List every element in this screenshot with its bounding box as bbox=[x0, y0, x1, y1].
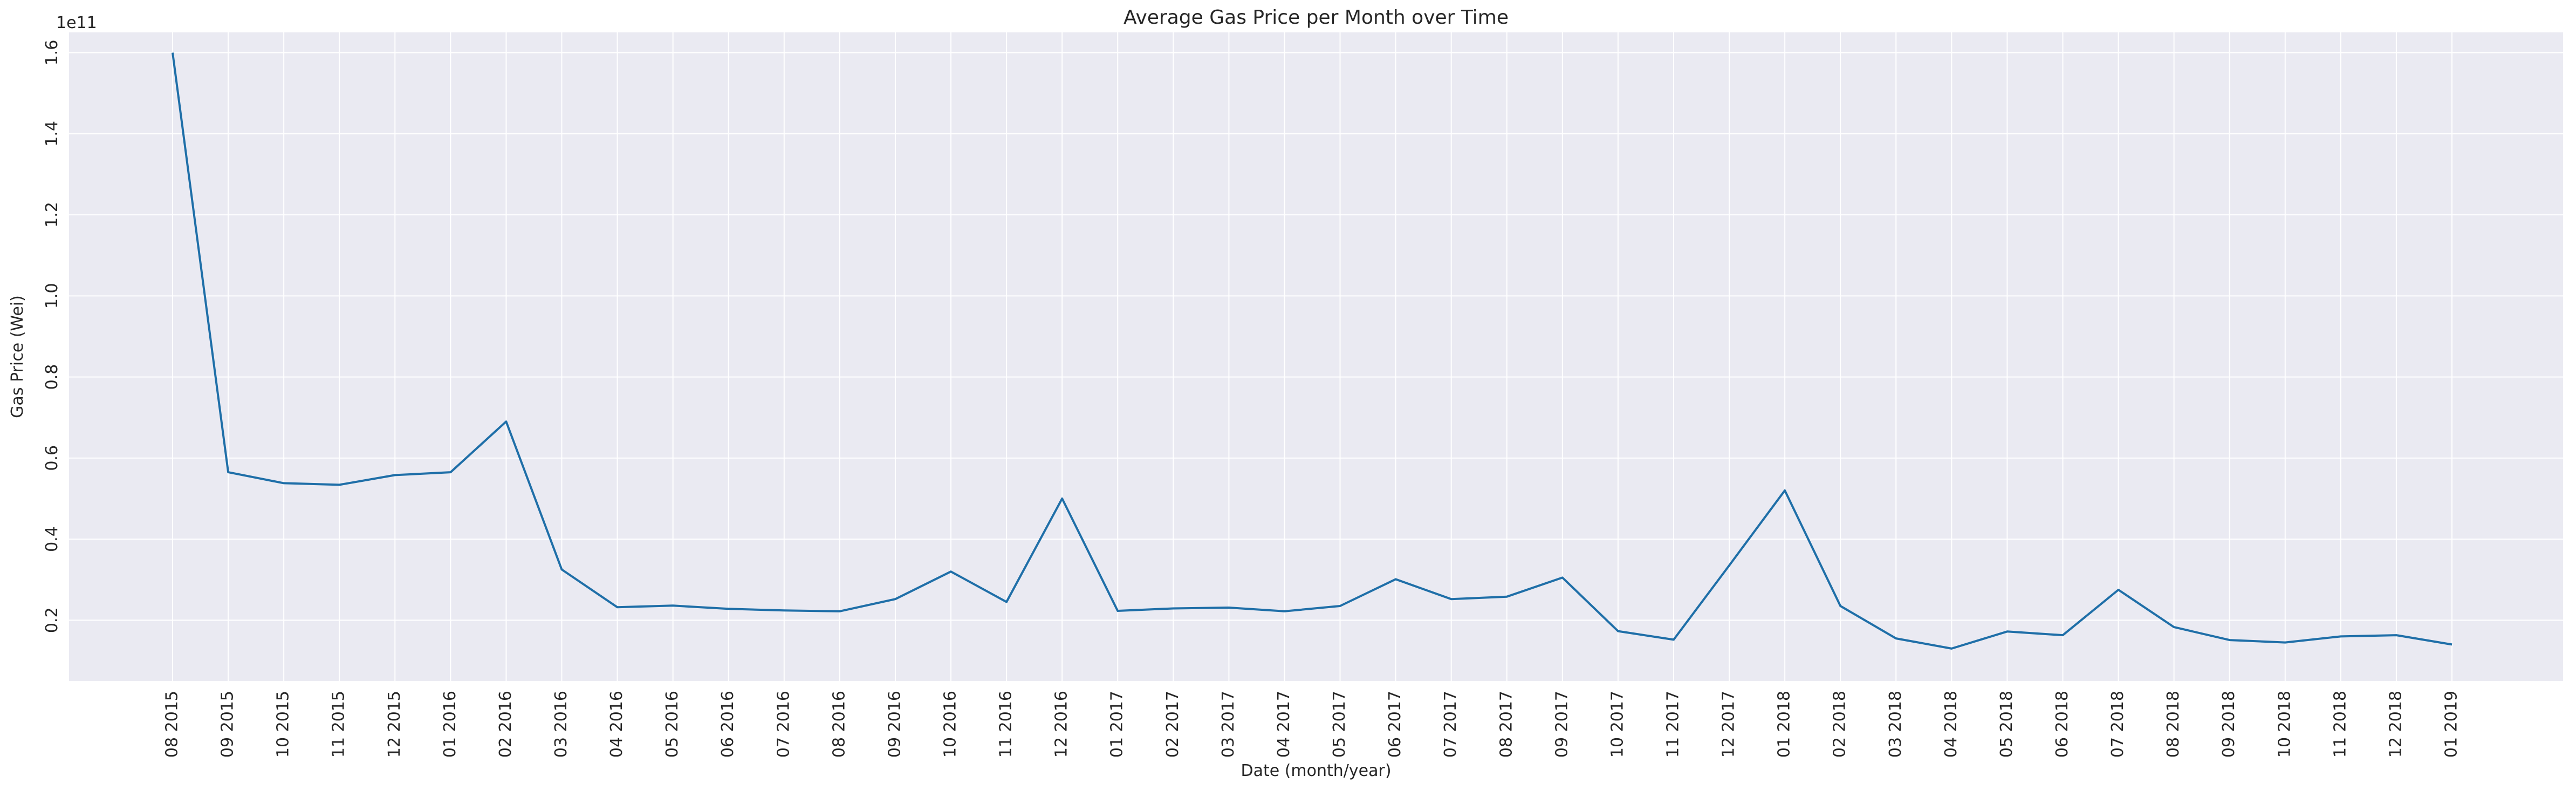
x-tick-label: 05 2016 bbox=[663, 691, 682, 758]
x-tick-label: 07 2018 bbox=[2108, 691, 2127, 758]
x-axis-label: Date (month/year) bbox=[1241, 761, 1391, 780]
x-tick-label: 10 2018 bbox=[2275, 691, 2294, 758]
x-tick-label: 01 2019 bbox=[2442, 691, 2461, 758]
vertical-gridlines bbox=[172, 32, 2452, 681]
x-tick-label: 06 2017 bbox=[1386, 691, 1405, 758]
x-tick-label: 09 2016 bbox=[885, 691, 904, 758]
y-tick-labels: 0.2 0.4 0.6 0.8 1.0 1.2 1.4 1.6 bbox=[43, 40, 61, 633]
x-tick-labels: 08 2015 09 2015 10 2015 11 2015 12 2015 01 20… bbox=[163, 691, 2461, 758]
x-tick-label: 08 2016 bbox=[830, 691, 848, 758]
x-tick-label: 02 2016 bbox=[496, 691, 515, 758]
x-tick-label: 03 2018 bbox=[1886, 691, 1905, 758]
y-tick-label: 1.6 bbox=[43, 40, 61, 66]
y-tick-label: 0.8 bbox=[43, 364, 61, 390]
x-tick-label: 12 2017 bbox=[1719, 691, 1738, 758]
x-tick-label: 11 2017 bbox=[1663, 691, 1682, 758]
x-tick-label: 10 2015 bbox=[274, 691, 293, 758]
y-axis-label: Gas Price (Wei) bbox=[8, 295, 27, 418]
x-tick-label: 09 2017 bbox=[1552, 691, 1571, 758]
x-tick-label: 03 2016 bbox=[552, 691, 571, 758]
x-tick-label: 04 2016 bbox=[607, 691, 626, 758]
x-tick-label: 11 2015 bbox=[330, 691, 348, 758]
x-tick-label: 05 2017 bbox=[1330, 691, 1349, 758]
y-tick-label: 1.4 bbox=[43, 121, 61, 147]
x-tick-label: 07 2017 bbox=[1441, 691, 1460, 758]
horizontal-gridlines bbox=[69, 52, 2563, 621]
x-tick-label: 11 2016 bbox=[997, 691, 1016, 758]
x-tick-label: 12 2018 bbox=[2386, 691, 2405, 758]
x-tick-label: 08 2015 bbox=[163, 691, 182, 758]
x-tick-label: 06 2018 bbox=[2053, 691, 2072, 758]
x-tick-label: 04 2017 bbox=[1275, 691, 1293, 758]
x-tick-label: 10 2016 bbox=[941, 691, 960, 758]
x-tick-label: 10 2017 bbox=[1608, 691, 1627, 758]
x-tick-label: 11 2018 bbox=[2331, 691, 2349, 758]
x-tick-label: 02 2018 bbox=[1831, 691, 1849, 758]
y-tick-label: 0.6 bbox=[43, 445, 61, 471]
x-tick-label: 07 2016 bbox=[774, 691, 793, 758]
y-tick-label: 1.0 bbox=[43, 283, 61, 309]
x-tick-label: 06 2016 bbox=[718, 691, 737, 758]
y-tick-label: 0.2 bbox=[43, 607, 61, 633]
gas-price-series-line bbox=[172, 52, 2452, 650]
x-tick-label: 05 2018 bbox=[1997, 691, 2016, 758]
x-tick-label: 01 2017 bbox=[1108, 691, 1127, 758]
x-tick-label: 08 2018 bbox=[2164, 691, 2183, 758]
y-tick-label: 0.4 bbox=[43, 526, 61, 552]
x-tick-label: 04 2018 bbox=[1942, 691, 1961, 758]
x-tick-label: 02 2017 bbox=[1163, 691, 1182, 758]
x-tick-label: 12 2016 bbox=[1052, 691, 1071, 758]
x-tick-label: 08 2017 bbox=[1497, 691, 1516, 758]
x-tick-label: 09 2018 bbox=[2219, 691, 2238, 758]
plot-area bbox=[69, 32, 2563, 681]
x-tick-label: 01 2016 bbox=[441, 691, 460, 758]
x-tick-label: 03 2017 bbox=[1219, 691, 1238, 758]
x-tick-label: 09 2015 bbox=[218, 691, 237, 758]
chart-title: Average Gas Price per Month over Time bbox=[1123, 6, 1509, 29]
y-offset-label: 1e11 bbox=[56, 13, 97, 32]
x-tick-label: 12 2015 bbox=[385, 691, 404, 758]
x-tick-label: 01 2018 bbox=[1775, 691, 1794, 758]
y-tick-label: 1.2 bbox=[43, 202, 61, 228]
